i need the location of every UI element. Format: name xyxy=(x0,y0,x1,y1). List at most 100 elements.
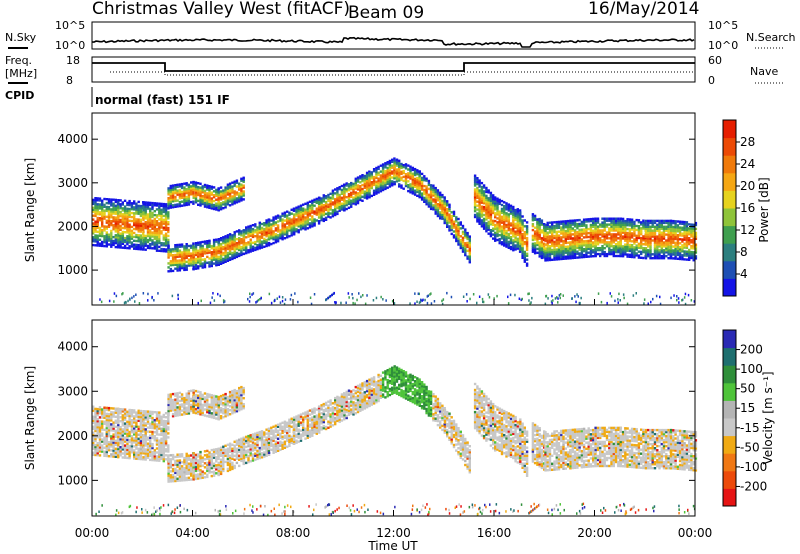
data-cell xyxy=(304,208,307,211)
data-cell xyxy=(101,225,104,228)
data-cell xyxy=(674,243,677,246)
data-cell xyxy=(647,239,650,242)
data-cell xyxy=(121,221,124,224)
data-cell xyxy=(286,232,289,235)
data-cell xyxy=(676,228,680,231)
data-cell xyxy=(98,432,102,435)
data-cell xyxy=(628,218,632,221)
data-cell xyxy=(603,233,606,236)
noise-cell xyxy=(424,298,426,302)
data-cell xyxy=(281,234,284,237)
data-cell xyxy=(247,233,250,236)
data-cell xyxy=(363,194,366,197)
data-cell xyxy=(242,229,246,232)
data-cell xyxy=(340,190,344,194)
data-cell xyxy=(162,204,165,208)
data-cell xyxy=(573,231,577,234)
data-cell xyxy=(295,208,298,211)
data-cell xyxy=(208,204,211,207)
data-cell xyxy=(626,235,629,239)
data-cell xyxy=(496,199,499,202)
data-cell xyxy=(128,199,131,203)
data-cell xyxy=(601,248,604,252)
noise-cell xyxy=(256,300,258,303)
data-cell xyxy=(672,231,675,235)
data-cell xyxy=(151,201,154,205)
data-cell xyxy=(370,184,373,188)
data-cell xyxy=(144,215,147,218)
data-cell xyxy=(555,232,558,236)
data-cell xyxy=(149,246,152,250)
data-cell xyxy=(180,196,184,199)
data-cell xyxy=(509,245,513,249)
data-cell xyxy=(146,233,150,236)
noise-cell xyxy=(133,295,135,298)
data-cell xyxy=(169,269,172,273)
data-cell xyxy=(393,157,396,160)
data-cell xyxy=(240,249,243,253)
colorbar-swatch xyxy=(723,137,736,156)
data-cell xyxy=(96,442,99,445)
data-cell xyxy=(624,223,627,227)
data-cell xyxy=(110,413,113,416)
data-cell xyxy=(158,218,161,221)
data-cell xyxy=(215,240,218,243)
data-cell xyxy=(169,186,172,190)
data-cell xyxy=(183,256,186,260)
nsearch-tick-low: 10^0 xyxy=(708,39,738,52)
data-cell xyxy=(512,225,515,228)
data-cell xyxy=(653,219,657,223)
data-cell xyxy=(260,242,264,245)
data-cell xyxy=(363,178,366,182)
data-cell xyxy=(434,198,437,202)
data-cell xyxy=(512,211,515,215)
data-cell xyxy=(496,228,499,232)
data-cell xyxy=(217,243,220,247)
data-cell xyxy=(212,240,216,244)
data-cell xyxy=(543,252,546,255)
data-cell xyxy=(564,251,567,254)
data-cell xyxy=(139,206,143,210)
data-cell xyxy=(226,245,230,249)
data-cell xyxy=(119,228,122,231)
data-cell xyxy=(178,183,182,186)
data-cell xyxy=(543,234,546,238)
data-cell xyxy=(370,171,373,174)
data-cell xyxy=(573,242,577,246)
noise-cell xyxy=(257,298,260,302)
data-cell xyxy=(149,243,152,246)
data-cell xyxy=(610,233,613,236)
data-cell xyxy=(92,437,95,440)
data-cell xyxy=(256,234,259,237)
data-cell xyxy=(601,225,604,228)
data-cell xyxy=(94,451,97,455)
data-cell xyxy=(238,192,241,195)
data-cell xyxy=(130,208,134,211)
data-cell xyxy=(96,218,99,222)
data-cell xyxy=(678,234,682,237)
data-cell xyxy=(649,225,652,228)
data-cell xyxy=(183,255,186,258)
data-cell xyxy=(557,252,561,255)
data-cell xyxy=(327,195,330,199)
data-cell xyxy=(443,219,446,223)
data-cell xyxy=(672,219,675,223)
data-cell xyxy=(231,201,234,204)
data-cell xyxy=(582,240,586,243)
data-cell xyxy=(185,195,188,199)
data-cell xyxy=(160,247,163,251)
data-cell xyxy=(256,238,259,241)
data-cell xyxy=(167,221,170,224)
data-cell xyxy=(614,245,618,248)
data-cell xyxy=(242,248,246,252)
data-cell xyxy=(274,217,278,220)
data-cell xyxy=(548,229,552,232)
data-cell xyxy=(683,242,686,245)
data-cell xyxy=(174,203,177,207)
data-cell xyxy=(276,226,280,229)
data-cell xyxy=(436,204,440,208)
data-cell xyxy=(190,254,193,257)
data-cell xyxy=(155,245,159,248)
data-cell xyxy=(576,232,579,236)
data-cell xyxy=(388,161,392,165)
